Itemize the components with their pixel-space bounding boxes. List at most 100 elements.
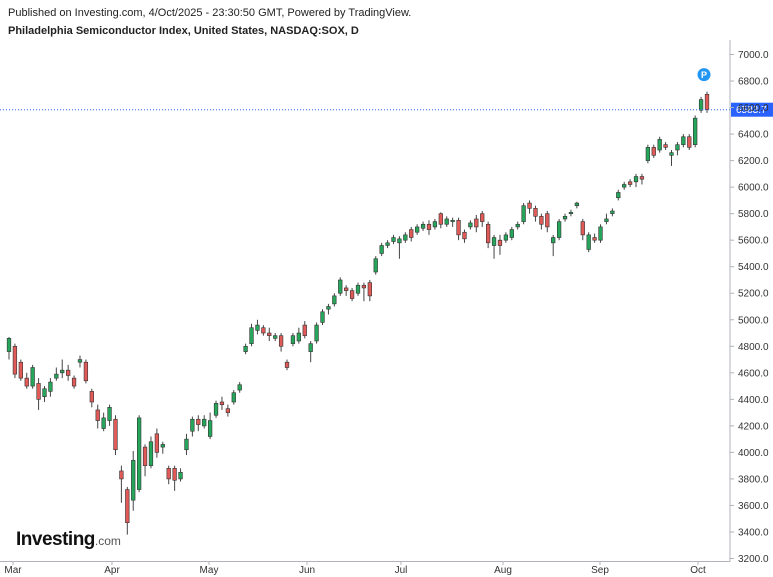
- candle: [284, 359, 290, 371]
- candle-body-down: [527, 202, 532, 209]
- candle-body-down: [687, 136, 692, 148]
- candle: [42, 386, 47, 402]
- candle: [521, 203, 526, 225]
- candle-body-down: [196, 418, 201, 425]
- x-tick-label: Sep: [591, 565, 609, 576]
- candle: [125, 486, 130, 535]
- candle-series: [6, 91, 710, 535]
- candle: [622, 181, 627, 190]
- candle-body-up: [320, 311, 325, 323]
- candle: [355, 282, 361, 296]
- candle: [332, 293, 337, 307]
- candle-body-up: [669, 152, 674, 156]
- candle: [610, 208, 615, 217]
- candle: [491, 234, 497, 259]
- candle: [403, 232, 408, 243]
- candle: [71, 375, 77, 389]
- candle-body-down: [639, 176, 645, 180]
- candle-body-up: [491, 237, 497, 246]
- candle: [651, 144, 656, 158]
- last-price-label: 6583.7: [736, 105, 767, 116]
- candle-body-up: [290, 335, 296, 344]
- candle-body-up: [30, 367, 35, 387]
- candle-body-up: [450, 219, 455, 222]
- x-tick-label: Aug: [494, 565, 512, 576]
- candle-body-up: [231, 392, 236, 403]
- candle: [663, 142, 668, 150]
- candle: [83, 359, 89, 384]
- candle-body-up: [42, 388, 47, 397]
- candle-body-up: [107, 406, 112, 421]
- candle-body-up: [332, 295, 337, 305]
- investing-logo: Investing.com: [16, 529, 121, 551]
- candle-body-up: [237, 384, 242, 391]
- candle: [107, 404, 112, 426]
- candle: [225, 404, 230, 417]
- candle: [190, 416, 195, 437]
- candle: [137, 415, 142, 493]
- candle-body-down: [119, 470, 124, 480]
- candle-body-up: [574, 202, 579, 206]
- candle-body-down: [367, 282, 372, 297]
- candle: [474, 214, 479, 233]
- candle-body-down: [166, 468, 171, 480]
- candle: [681, 134, 686, 148]
- candle-body-up: [562, 216, 568, 220]
- y-tick-label: 3800.0: [738, 474, 769, 485]
- candle: [545, 211, 550, 233]
- candle-body-down: [36, 383, 41, 400]
- candle-body-up: [160, 444, 165, 448]
- candle: [704, 91, 710, 113]
- candle: [154, 428, 160, 458]
- candle-body-down: [426, 223, 432, 230]
- candle: [586, 232, 591, 253]
- candle-body-up: [137, 417, 142, 490]
- candle-body-up: [432, 221, 438, 228]
- candle-body-down: [267, 332, 272, 336]
- candle-body-down: [539, 216, 544, 225]
- x-tick-label: Oct: [690, 565, 706, 576]
- candle: [515, 221, 520, 230]
- candle-body-down: [284, 361, 290, 368]
- candle-body-up: [148, 441, 154, 466]
- candle: [237, 382, 242, 393]
- candle-body-up: [213, 403, 219, 416]
- candle-body-down: [438, 213, 443, 225]
- candle: [202, 415, 207, 429]
- candle: [349, 287, 355, 302]
- candle-body-up: [622, 184, 627, 188]
- candle: [207, 412, 213, 440]
- candle-body-down: [142, 446, 148, 466]
- candle-body-down: [219, 401, 225, 405]
- candle: [166, 465, 171, 485]
- candle: [438, 212, 443, 229]
- candle-body-down: [462, 231, 467, 240]
- candle: [278, 333, 284, 352]
- candle-body-up: [403, 234, 408, 241]
- candle-body-up: [556, 221, 562, 238]
- candle-body-down: [24, 377, 29, 387]
- candle-body-up: [385, 242, 390, 246]
- candle-body-down: [154, 433, 160, 453]
- candle: [574, 201, 579, 209]
- candle: [261, 325, 266, 336]
- candle-body-up: [698, 99, 704, 111]
- candle: [290, 333, 296, 347]
- candle: [598, 224, 603, 243]
- y-tick-label: 6200.0: [738, 156, 769, 167]
- candle: [604, 213, 609, 225]
- candle-body-down: [580, 221, 585, 236]
- candle: [669, 149, 674, 166]
- candle-body-down: [704, 93, 710, 111]
- candle: [645, 144, 650, 164]
- candle-body-up: [681, 136, 686, 145]
- candle-body-up: [355, 284, 361, 294]
- candle: [302, 321, 307, 339]
- candle-body-down: [71, 377, 77, 387]
- y-tick-label: 3400.0: [738, 527, 769, 538]
- candle-body-down: [592, 237, 597, 241]
- candle-body-down: [113, 418, 118, 451]
- candle-body-up: [604, 218, 609, 222]
- candle-body-up: [54, 373, 59, 379]
- candle: [184, 433, 189, 456]
